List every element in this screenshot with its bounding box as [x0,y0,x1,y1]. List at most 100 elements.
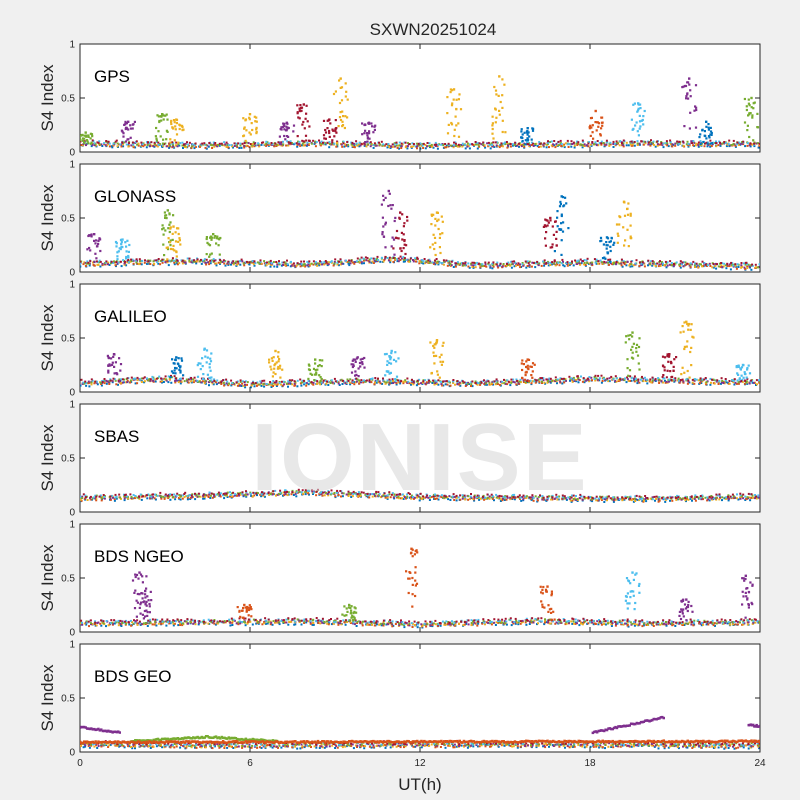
spike-point [635,350,638,353]
spike-point [521,376,524,379]
data-point [377,259,380,262]
data-point [80,144,83,146]
spike-point [179,369,182,372]
data-point [307,265,310,268]
data-point [194,498,197,501]
data-point [368,260,371,263]
data-point [396,146,399,149]
data-point [377,381,380,384]
data-point [595,499,598,502]
data-point [447,261,450,264]
data-point [523,145,526,148]
data-point [393,142,396,145]
data-point [312,139,315,142]
spike-point [685,95,688,98]
data-point [526,381,529,384]
spike-point [491,132,494,135]
data-point [521,263,524,266]
data-point [682,381,685,384]
data-point [296,143,299,146]
data-point [179,379,182,382]
data-point [211,382,214,385]
data-point [532,145,535,147]
data-point [543,142,546,145]
spike-point [627,374,630,377]
data-point [256,381,259,384]
data-point [370,378,372,380]
data-point [508,263,511,266]
data-point [470,383,473,386]
data-point [454,142,457,145]
data-point [525,266,528,269]
spike-point [251,143,254,146]
data-point [472,266,475,269]
data-point [143,381,146,384]
data-point [276,262,279,265]
data-point [398,144,401,147]
data-point [296,379,299,382]
spike-point [743,97,746,101]
data-point [612,378,615,381]
data-point [422,147,425,149]
data-point [442,144,445,147]
data-point [277,141,280,144]
data-point [259,493,262,496]
data-point [720,377,723,380]
data-point [638,143,641,146]
data-point [513,260,515,263]
data-point [459,384,462,387]
spike-point [165,129,168,132]
data-point [676,141,679,144]
data-point [152,378,155,380]
data-point [265,142,268,145]
data-point [549,380,552,383]
data-point [359,260,362,263]
data-point [537,264,540,267]
data-point [514,141,517,144]
data-point [203,259,206,262]
spike-point [164,114,167,117]
data-point [127,497,130,500]
spike-point [642,123,645,126]
data-point [101,496,104,498]
data-point [572,376,575,379]
data-point [608,380,611,383]
data-point [219,495,222,498]
data-point [239,263,242,266]
spike-point [173,121,176,124]
data-point [415,142,418,145]
data-point [115,261,118,263]
data-point [552,143,555,146]
data-point [114,140,117,143]
spike-point [438,246,441,249]
data-point [413,381,416,384]
data-point [351,492,353,495]
spike-point [560,222,563,225]
data-point [376,255,379,258]
data-point [562,264,565,267]
data-point [358,380,361,383]
data-point [203,143,206,146]
spike-point [310,373,314,376]
data-point [230,495,233,498]
data-point [357,260,360,263]
data-point [308,493,310,496]
data-point [703,378,706,381]
data-point [316,264,319,267]
data-point [100,143,103,146]
spike-point [551,243,554,246]
data-point [134,496,136,499]
data-point [318,381,321,384]
data-point [155,259,158,262]
data-point [235,142,237,145]
data-point [734,381,737,384]
data-point [505,498,508,501]
data-point [728,145,731,148]
spike-point [438,376,441,379]
data-point [583,381,586,384]
spike-point [171,238,174,241]
data-point [326,141,329,144]
spike-point [124,241,127,244]
spike-point [603,256,606,259]
spike-point [213,236,216,239]
